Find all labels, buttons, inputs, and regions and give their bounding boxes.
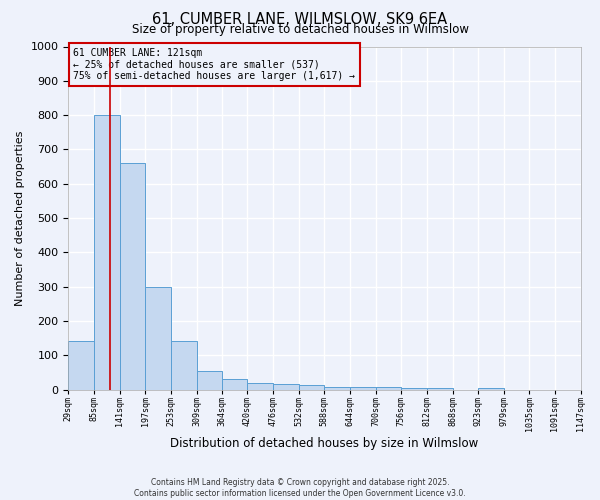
Bar: [145, 286, 171, 390]
Bar: [325, 387, 350, 390]
Bar: [350, 387, 376, 390]
Bar: [401, 388, 427, 390]
Text: Contains HM Land Registry data © Crown copyright and database right 2025.
Contai: Contains HM Land Registry data © Crown c…: [134, 478, 466, 498]
Bar: [478, 388, 503, 390]
Bar: [119, 163, 145, 390]
Bar: [427, 388, 452, 390]
Bar: [68, 342, 94, 390]
Bar: [222, 379, 247, 390]
Bar: [247, 384, 273, 390]
Y-axis label: Number of detached properties: Number of detached properties: [15, 130, 25, 306]
Text: Size of property relative to detached houses in Wilmslow: Size of property relative to detached ho…: [131, 22, 469, 36]
Bar: [197, 370, 222, 390]
Text: 61, CUMBER LANE, WILMSLOW, SK9 6EA: 61, CUMBER LANE, WILMSLOW, SK9 6EA: [152, 12, 448, 28]
X-axis label: Distribution of detached houses by size in Wilmslow: Distribution of detached houses by size …: [170, 437, 479, 450]
Bar: [171, 342, 197, 390]
Text: 61 CUMBER LANE: 121sqm
← 25% of detached houses are smaller (537)
75% of semi-de: 61 CUMBER LANE: 121sqm ← 25% of detached…: [73, 48, 355, 82]
Bar: [273, 384, 299, 390]
Bar: [94, 115, 119, 390]
Bar: [299, 386, 325, 390]
Bar: [376, 388, 401, 390]
